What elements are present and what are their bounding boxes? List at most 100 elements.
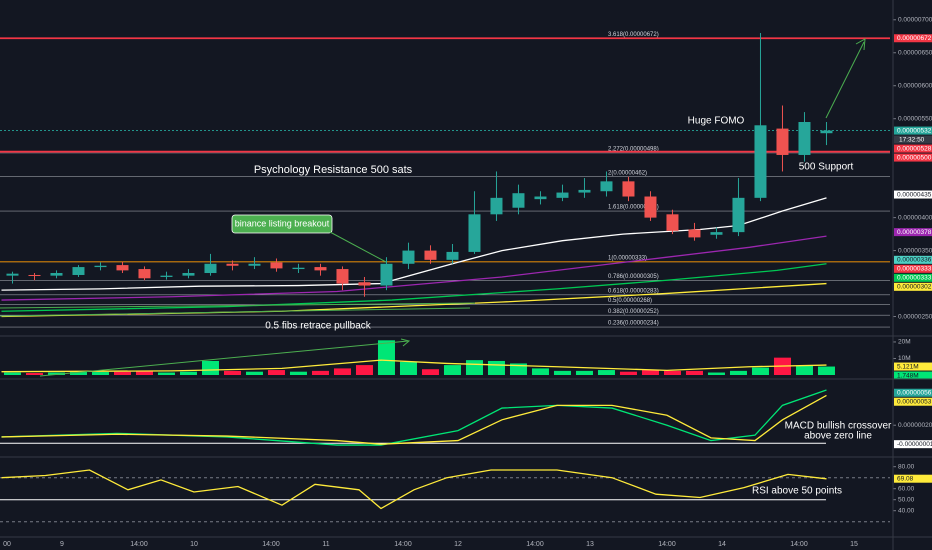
- volume-bar: [69, 371, 87, 375]
- candle-body: [600, 181, 613, 192]
- price-label-bg: [894, 371, 932, 380]
- price-label-bg: [894, 255, 932, 264]
- volume-bar: [135, 370, 153, 375]
- volume-bar: [333, 368, 351, 375]
- volume-bar: [795, 365, 813, 375]
- candle-body: [6, 273, 19, 276]
- x-tick-label: 13: [586, 541, 594, 548]
- candle-body: [776, 128, 789, 155]
- candle-body: [28, 274, 41, 276]
- candle-body: [710, 232, 723, 235]
- price-label-bg: [894, 388, 932, 397]
- candle-body: [732, 197, 745, 233]
- candle-body: [292, 267, 305, 270]
- annotation-box: [231, 214, 333, 234]
- volume-bar: [113, 371, 131, 375]
- candle-body: [534, 196, 547, 200]
- volume-bar: [553, 370, 571, 375]
- candle-body: [402, 250, 415, 264]
- candle-body: [182, 273, 195, 276]
- price-label: 69.08: [897, 475, 914, 482]
- candle-body: [380, 263, 393, 286]
- volume-bar: [157, 372, 175, 375]
- volume-bar: [3, 372, 21, 375]
- candle-body: [138, 269, 151, 279]
- price-label: 0.00000053: [897, 398, 932, 405]
- candle-body: [622, 181, 635, 197]
- arrow: [39, 340, 409, 377]
- arrow: [329, 231, 387, 263]
- candle-body: [336, 269, 349, 284]
- annotation: 0.5 fibs retrace pullback: [265, 321, 372, 332]
- volume-bar: [311, 370, 329, 375]
- price-label: -0.00000001: [897, 441, 932, 448]
- price-label-bg: [894, 282, 932, 291]
- fib-label: 3.618(0.00000672): [608, 32, 659, 38]
- annotation: Huge FOMO: [688, 116, 745, 127]
- countdown-bg: [894, 135, 932, 144]
- volume-bar: [487, 360, 505, 375]
- price-label-bg: [894, 228, 932, 237]
- candle-body: [94, 265, 107, 268]
- price-label: 5.121M: [897, 363, 919, 370]
- volume-bar: [443, 365, 461, 375]
- candle-body: [72, 267, 85, 275]
- price-label: 0.00000333: [897, 275, 932, 282]
- volume-bar: [509, 363, 527, 375]
- candle-body: [512, 193, 525, 208]
- volume-bar: [267, 370, 285, 375]
- candle-body: [160, 275, 173, 277]
- price-label-bg: [894, 190, 932, 199]
- candle-body: [314, 267, 327, 271]
- candle-body: [578, 189, 591, 193]
- annotation: RSI above 50 points: [752, 486, 842, 497]
- price-label-bg: [894, 34, 932, 43]
- price-label-bg: [894, 474, 932, 483]
- arrow-head: [855, 38, 866, 51]
- fib-label: 2(0.00000462): [608, 170, 647, 176]
- price-label: 1.748M: [897, 372, 919, 379]
- x-tick-label: 14:00: [658, 541, 676, 548]
- fib-label: 0.382(0.00000252): [608, 309, 659, 315]
- volume-bar: [421, 369, 439, 375]
- volume-bar: [377, 340, 395, 375]
- candle-body: [248, 263, 261, 266]
- candle-body: [116, 265, 129, 271]
- y-tick-label: 0.00000600: [898, 82, 932, 89]
- countdown: 17:32:50: [899, 136, 925, 143]
- candle-body: [446, 251, 459, 260]
- candle-body: [556, 192, 569, 198]
- drawings: [0, 38, 866, 377]
- y-tick-label: 10M: [898, 355, 911, 362]
- price-label-bg: [894, 273, 932, 282]
- y-tick-label: 20M: [898, 339, 911, 346]
- x-tick-label: 12: [454, 541, 462, 548]
- price-label: 0.00000336: [897, 257, 932, 264]
- y-tick-label: 0.00000700: [898, 17, 932, 24]
- price-label: 0.00000378: [897, 229, 932, 236]
- volume-bar: [729, 370, 747, 375]
- volume-bar: [201, 360, 219, 375]
- candle-body: [666, 214, 679, 231]
- volume-bar: [751, 367, 769, 375]
- volume-bar: [597, 370, 615, 375]
- x-tick-label: 14:00: [394, 541, 412, 548]
- volume-bar: [355, 365, 373, 375]
- y-tick-label: 80.00: [898, 463, 915, 470]
- trend-line: [0, 307, 471, 317]
- volume-bar: [465, 360, 483, 375]
- candle-body: [204, 263, 217, 274]
- volume-bar: [685, 370, 703, 375]
- y-tick-label: 0.00000650: [898, 49, 932, 56]
- arrow: [825, 41, 865, 119]
- candle-body: [358, 282, 371, 286]
- volume-bar: [223, 370, 241, 375]
- candle-body: [226, 263, 239, 266]
- x-tick-label: 9: [60, 541, 64, 548]
- volume-bar: [817, 366, 835, 375]
- candle-body: [270, 262, 283, 269]
- price-label-bg: [894, 362, 932, 371]
- price-label: 0.00000333: [897, 266, 932, 273]
- price-label: 0.00000528: [897, 145, 932, 152]
